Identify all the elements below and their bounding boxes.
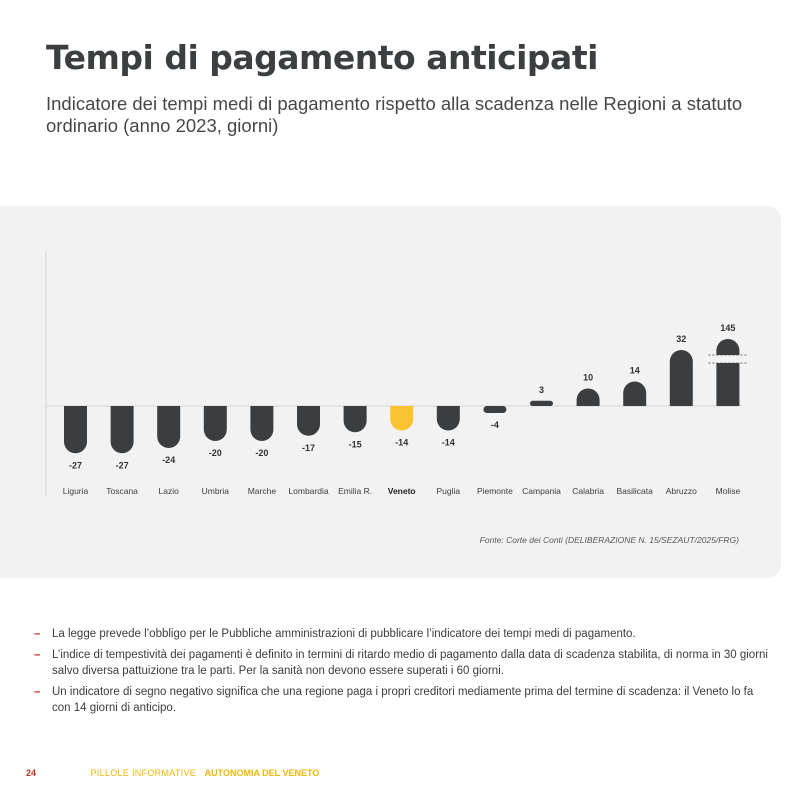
data-label: -20 [209, 448, 222, 458]
data-label: -4 [491, 420, 499, 430]
category-label: Marche [248, 486, 277, 496]
chart-source: Fonte: Corte dei Conti (DELIBERAZIONE N.… [479, 535, 739, 545]
data-label: -14 [395, 438, 408, 448]
bar-lazio [157, 406, 181, 448]
category-label: Lombardia [288, 486, 328, 496]
page-footer: 24 PILLOLE INFORMATIVE AUTONOMIA DEL VEN… [26, 768, 319, 778]
category-label: Lazio [159, 486, 180, 496]
category-label: Calabria [572, 486, 604, 496]
notes-list: – La legge prevede l’obbligo per le Pubbl… [34, 626, 774, 721]
category-label: Veneto [388, 486, 416, 496]
category-label: Abruzzo [666, 486, 697, 496]
data-label: -20 [255, 448, 268, 458]
category-label: Emilia R. [338, 486, 372, 496]
bar-lombardia [297, 406, 320, 436]
note-dash: – [34, 685, 41, 698]
bar-marche [250, 406, 274, 441]
axis-break-gap [710, 355, 746, 363]
category-label: Basilicata [617, 486, 654, 496]
data-label: -14 [442, 438, 455, 448]
page-number: 24 [26, 768, 37, 778]
data-label: -27 [116, 460, 129, 470]
note-item: – La legge prevede l’obbligo per le Pubbl… [34, 626, 774, 643]
data-label: -24 [162, 455, 175, 465]
bar-piemonte [483, 406, 507, 413]
bar-liguria [64, 406, 87, 454]
data-label: -27 [69, 460, 82, 470]
footer-series: PILLOLE INFORMATIVE [90, 768, 197, 778]
page-subtitle: Indicatore dei tempi medi di pagamento r… [46, 93, 743, 136]
category-label: Toscana [106, 486, 138, 496]
bar-basilicata [623, 381, 647, 406]
data-label: 3 [539, 385, 544, 395]
bar-toscana [110, 406, 134, 454]
note-item: – L’indice di tempestività dei pagamenti … [34, 647, 774, 680]
note-text: L’indice di tempestività dei pagamenti è… [52, 648, 768, 678]
category-label: Umbria [202, 486, 230, 496]
bar-umbria [203, 406, 227, 441]
bar-calabria [576, 388, 600, 406]
data-label: 10 [583, 373, 593, 383]
data-label: 14 [630, 366, 640, 376]
bar-emilia-r- [343, 406, 367, 433]
note-text: Un indicatore di segno negativo signific… [52, 685, 754, 715]
bar-puglia [436, 406, 460, 431]
bar-chart: -27 Liguria -27 Toscana -24 Lazio -20 Umbria -20… [45, 251, 748, 496]
bar-abruzzo [669, 350, 693, 406]
page-title: Tempi di pagamento anticipati [46, 38, 598, 77]
note-dash: – [34, 628, 41, 640]
note-item: – Un indicatore di segno negativo signifi… [34, 684, 774, 717]
category-label: Campania [522, 486, 561, 496]
category-label: Molise [716, 486, 741, 496]
note-text: La legge prevede l’obbligo per le Pubbli… [52, 628, 636, 640]
data-label: 32 [676, 334, 686, 344]
note-dash: – [34, 648, 41, 661]
data-label: -17 [302, 443, 315, 453]
bar-campania [530, 400, 553, 406]
chart-panel: -27 Liguria -27 Toscana -24 Lazio -20 Umbria -20… [0, 206, 781, 578]
data-label: 145 [720, 323, 735, 333]
bar-veneto [390, 406, 414, 431]
footer-brand: AUTONOMIA DEL VENETO [204, 768, 320, 778]
category-label: Piemonte [477, 486, 513, 496]
data-label: -15 [349, 439, 362, 449]
bar-molise [716, 339, 740, 406]
category-label: Liguria [63, 486, 89, 496]
category-label: Puglia [436, 486, 460, 496]
